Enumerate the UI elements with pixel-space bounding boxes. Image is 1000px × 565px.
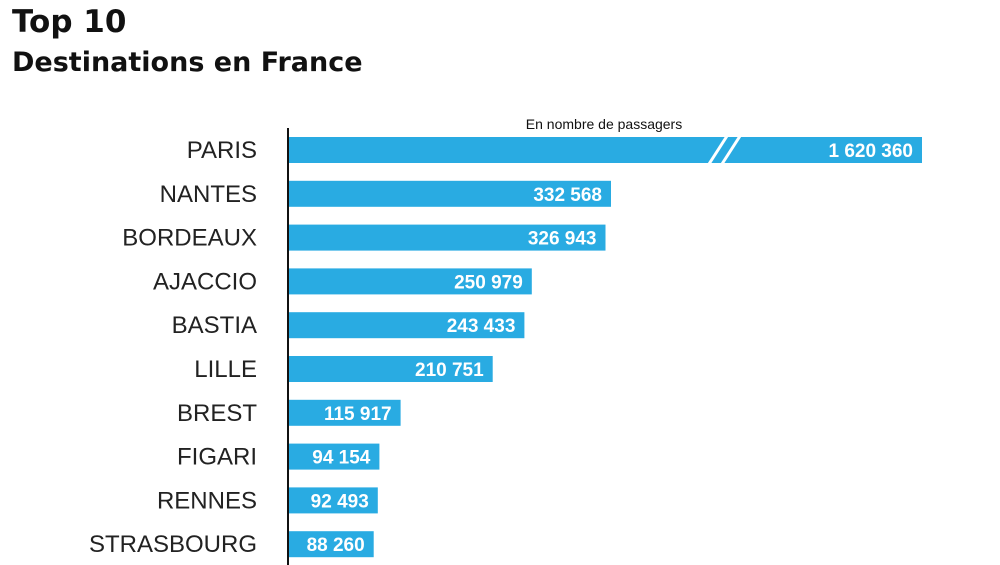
bar-nantes (288, 180, 611, 207)
axis-break-mark-1 (707, 135, 729, 165)
bar-rennes (288, 487, 378, 514)
unit-label: En nombre de passagers (526, 116, 682, 132)
value-label: 115 917 (324, 404, 392, 425)
category-label: BORDEAUX (122, 225, 257, 252)
category-label: AJACCIO (153, 268, 257, 295)
bar-figari (288, 443, 380, 470)
bar-bordeaux (288, 224, 606, 251)
category-label: PARIS (187, 137, 257, 164)
bar-ajaccio (288, 268, 532, 295)
value-label: 210 751 (415, 360, 484, 381)
value-label: 92 493 (311, 491, 369, 512)
category-label: STRASBOURG (89, 531, 257, 558)
bar-lille (288, 356, 493, 382)
value-label: 88 260 (307, 535, 365, 556)
axis-break-mark-2 (720, 135, 742, 165)
bar-brest (288, 399, 401, 426)
value-label: 94 154 (312, 448, 371, 469)
category-label: LILLE (194, 356, 257, 383)
category-label: BASTIA (172, 312, 257, 339)
chart-subtitle: Destinations en France (12, 47, 363, 78)
value-label: 1 620 360 (828, 141, 913, 162)
category-label: RENNES (157, 487, 257, 514)
bar-bastia (288, 312, 525, 339)
value-label: 332 568 (533, 185, 602, 206)
value-label: 243 433 (447, 316, 516, 337)
bar-paris (288, 137, 922, 163)
chart-title: Top 10 (12, 4, 127, 40)
bar-strasbourg (288, 531, 374, 558)
value-label: 326 943 (528, 229, 597, 250)
category-label: BREST (177, 400, 257, 427)
bars-group: PARIS 1 620 360 NANTES 332 568 BORDEAUX 326 9… (89, 135, 922, 558)
value-label: 250 979 (454, 272, 523, 293)
category-label: NANTES (160, 181, 257, 208)
category-label: FIGARI (177, 444, 257, 471)
